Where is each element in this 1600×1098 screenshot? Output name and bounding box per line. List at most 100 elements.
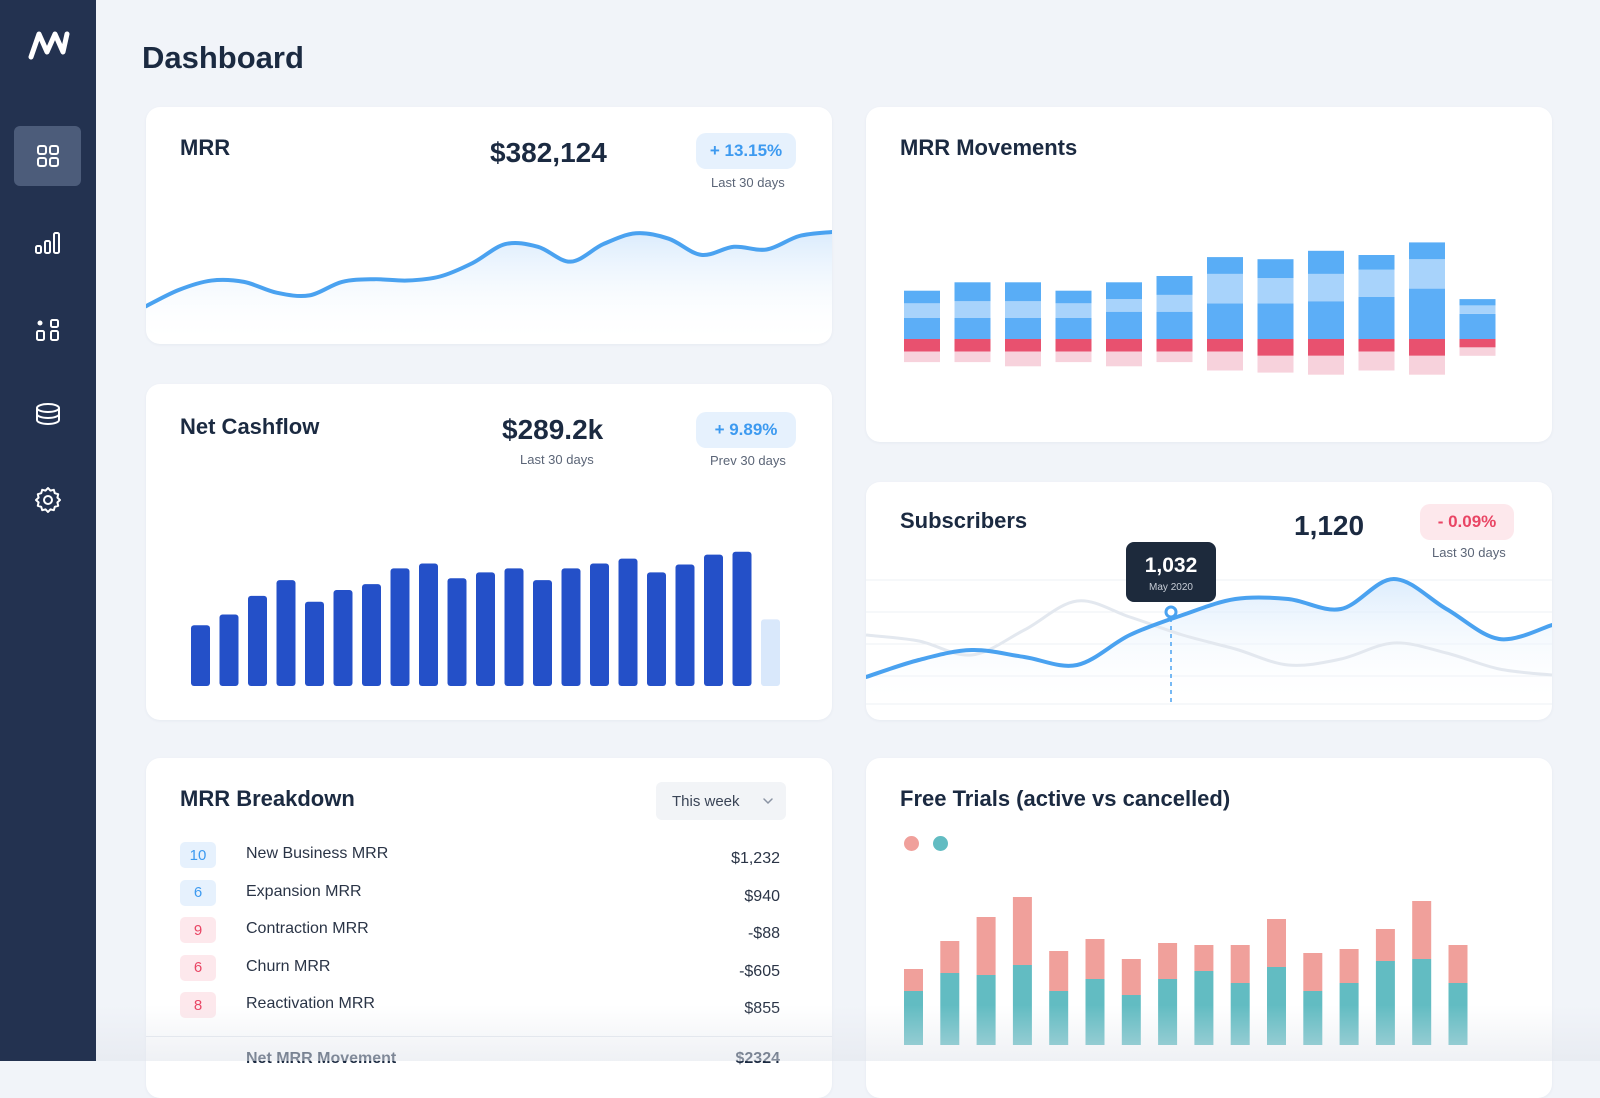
movement-bar-s3 (1257, 303, 1294, 339)
breakdown-total-amount: $2324 (735, 1050, 781, 1067)
trials-active-bar (1158, 979, 1178, 1045)
trials-cancelled-bar (1339, 949, 1359, 983)
movement-bar-r2 (1409, 355, 1445, 375)
cashflow-badge-caption: Prev 30 days (710, 453, 786, 468)
cashflow-bar (618, 558, 638, 686)
movement-bar-r1 (1156, 339, 1193, 352)
trials-cancelled-bar (1267, 919, 1286, 967)
movement-bar-s1 (1358, 255, 1395, 270)
trials-active-bar (1339, 983, 1359, 1045)
movement-bar-r1 (1106, 339, 1142, 352)
movement-bar-s3 (1409, 288, 1445, 339)
movement-bar-s1 (1459, 299, 1496, 306)
gear-icon (34, 487, 61, 513)
breakdown-row[interactable]: 6 Churn MRR -$605 (146, 954, 832, 993)
movements-stacked-chart (904, 242, 1496, 375)
mrr-area (146, 231, 832, 344)
movement-bar-r2 (1257, 355, 1294, 373)
movement-bar-r1 (1358, 339, 1395, 352)
bar-chart-icon (34, 232, 60, 254)
mrr-movements-card[interactable]: MRR Movements (866, 107, 1552, 442)
trials-cancelled-bar (1121, 959, 1141, 995)
cashflow-card[interactable]: Net Cashflow $289.2k Last 30 days + 9.89… (146, 384, 832, 720)
row-count: 10 (180, 842, 216, 868)
nav-dashboard[interactable] (14, 126, 81, 186)
movement-bar-r1 (904, 339, 940, 352)
trials-cancelled-bar (904, 969, 923, 991)
row-count: 6 (180, 879, 216, 906)
cashflow-bar (561, 568, 581, 686)
mrr-card[interactable]: MRR $382,124 + 13.15% Last 30 days (146, 107, 832, 344)
cashflow-bar (761, 619, 780, 686)
movement-bar-s3 (1106, 311, 1142, 339)
shapes-icon (35, 319, 59, 341)
movement-bar-s1 (1055, 290, 1092, 304)
row-amount: $855 (744, 1000, 780, 1017)
movement-bar-s3 (1156, 311, 1193, 339)
movement-bar-s3 (1207, 303, 1243, 339)
trials-active-bar (1049, 991, 1069, 1045)
breakdown-title: MRR Breakdown (180, 786, 355, 811)
nav-data[interactable] (14, 385, 81, 445)
trials-cancelled-bar (976, 917, 996, 975)
row-amount: $1,232 (731, 850, 780, 867)
movement-bar-s1 (1257, 259, 1294, 279)
subscribers-caption: Last 30 days (1432, 545, 1506, 560)
movement-bar-r1 (1409, 339, 1445, 356)
movement-bar-r2 (1459, 347, 1496, 356)
free-trials-card[interactable]: Free Trials (active vs cancelled) (866, 758, 1552, 1098)
movement-bar-s3 (1005, 318, 1041, 339)
trials-active-bar (976, 975, 996, 1045)
movement-bar-s3 (1358, 297, 1395, 339)
trials-active-bar (1230, 983, 1250, 1045)
movement-bar-r1 (954, 339, 991, 352)
row-count: 9 (180, 917, 216, 943)
subscribers-card[interactable]: Subscribers 1,120 - 0.09% Last 30 days 1… (866, 482, 1552, 720)
trials-active-bar (904, 991, 923, 1045)
sidebar (0, 0, 96, 1061)
breakdown-row[interactable]: 10 New Business MRR $1,232 (146, 842, 832, 880)
trials-active-bar (1303, 991, 1323, 1045)
trials-cancelled-bar (1230, 945, 1250, 983)
movement-bar-s2 (1106, 299, 1142, 312)
breakdown-row[interactable]: 9 Contraction MRR -$88 (146, 917, 832, 955)
movement-bar-r1 (1257, 339, 1294, 356)
cashflow-bar (476, 572, 495, 686)
period-dropdown[interactable]: This week (656, 782, 786, 820)
cashflow-change-badge: + 9.89% (696, 412, 796, 448)
row-label: Expansion MRR (246, 882, 362, 900)
movement-bar-r1 (1005, 339, 1041, 352)
movement-bar-s1 (1156, 276, 1193, 295)
cashflow-bar (704, 554, 723, 686)
movement-bar-s1 (1308, 250, 1344, 274)
database-icon (35, 403, 60, 426)
nav-segments[interactable] (14, 300, 81, 360)
nav-reports[interactable] (14, 213, 81, 273)
trials-cancelled-bar (1049, 951, 1069, 991)
breakdown-total-label: Net MRR Movement (246, 1050, 397, 1067)
movement-bar-s2 (1257, 278, 1294, 304)
nav-settings[interactable] (14, 470, 81, 530)
breakdown-row[interactable]: 8 Reactivation MRR $855 (146, 992, 832, 1030)
breakdown-row[interactable]: 6 Expansion MRR $940 (146, 879, 832, 918)
row-count: 6 (180, 954, 216, 981)
cashflow-bar (191, 625, 210, 686)
movement-bar-s3 (1308, 301, 1344, 339)
brand-logo[interactable] (28, 30, 70, 60)
row-label: Reactivation MRR (246, 995, 375, 1012)
trials-stacked-chart (904, 897, 1468, 1045)
mrr-change-badge: + 13.15% (696, 133, 796, 169)
page-title: Dashboard (142, 40, 304, 75)
cashflow-bar (675, 564, 695, 686)
row-label: Contraction MRR (246, 920, 369, 937)
movement-bar-s2 (1308, 273, 1344, 302)
movement-bar-s1 (1005, 282, 1041, 302)
movement-bar-s3 (954, 318, 991, 339)
row-count: 8 (180, 992, 216, 1018)
chart-tooltip: 1,032 May 2020 (1126, 542, 1216, 602)
movement-bar-s1 (1207, 257, 1243, 274)
cashflow-bar (419, 563, 438, 686)
movement-bar-s1 (1409, 242, 1445, 260)
trials-active-bar (1121, 995, 1141, 1045)
mrr-breakdown-card[interactable]: MRR Breakdown This week 10 New Business M… (146, 758, 832, 1098)
